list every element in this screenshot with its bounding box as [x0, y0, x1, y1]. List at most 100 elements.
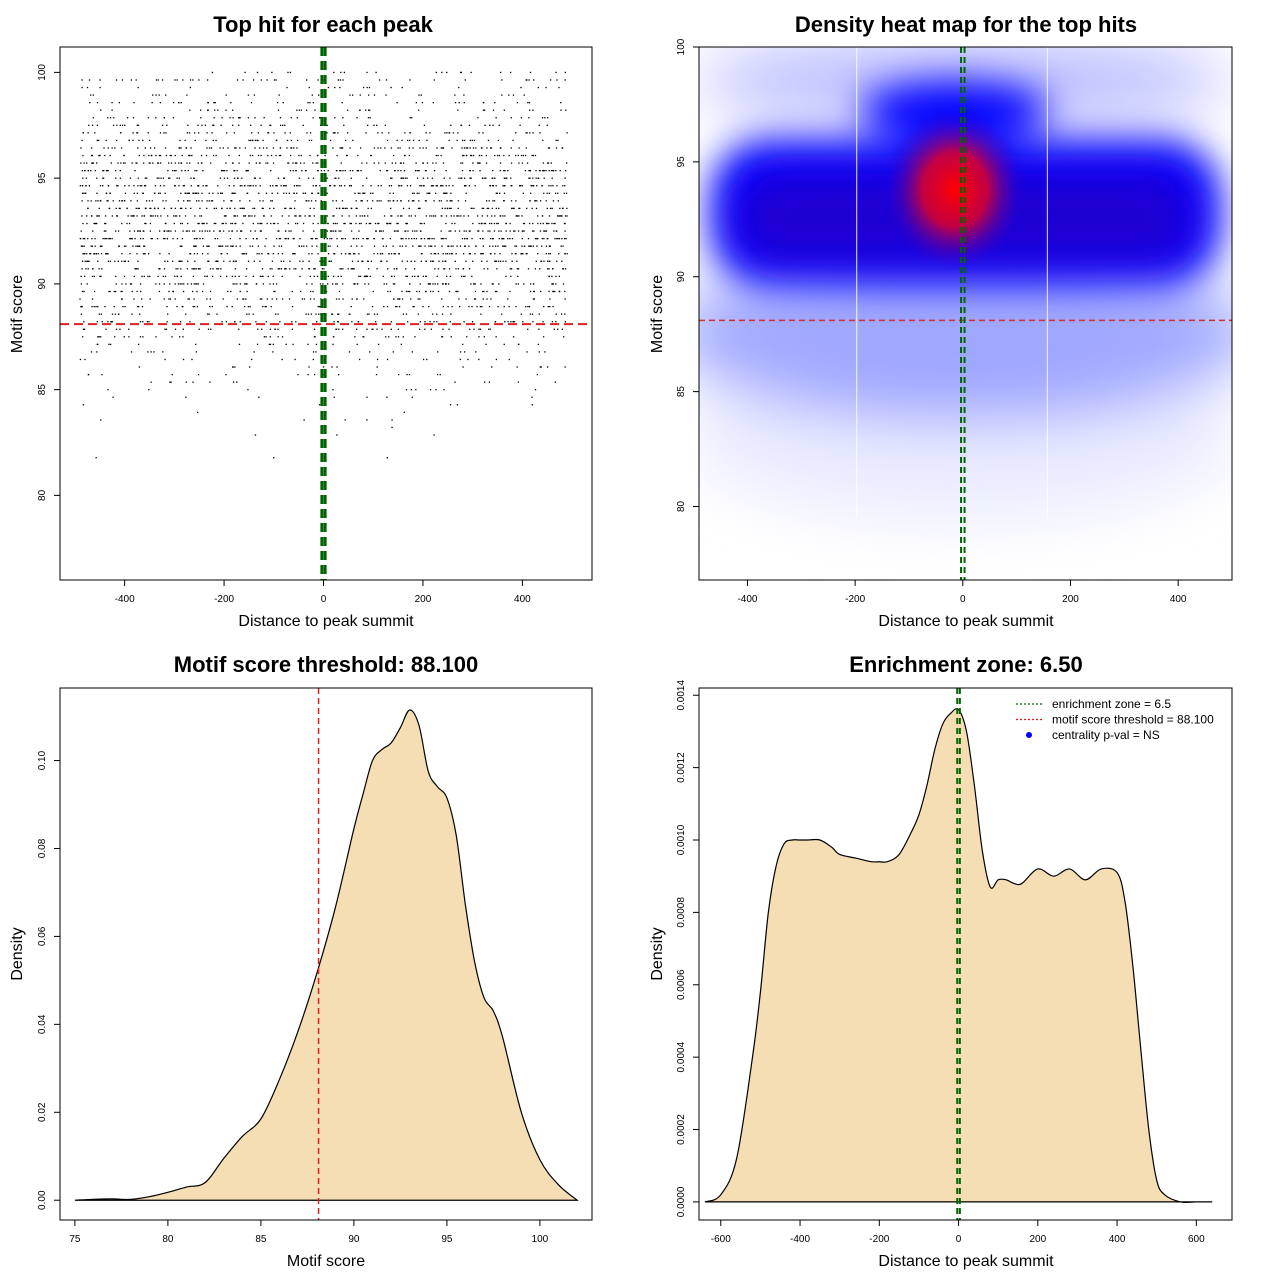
scatter-point: [360, 222, 362, 225]
scatter-point: [139, 283, 142, 285]
scatter-point: [174, 79, 176, 81]
scatter-point: [288, 298, 291, 300]
scatter-point: [412, 200, 414, 202]
scatter-point: [301, 245, 303, 247]
scatter-point: [457, 268, 460, 270]
scatter-point: [356, 117, 358, 119]
scatter-point: [307, 101, 309, 104]
scatter-point: [433, 321, 435, 323]
scatter-point: [88, 260, 90, 262]
scatter-point: [539, 268, 541, 270]
scatter-point: [269, 185, 271, 187]
scatter-point: [408, 373, 411, 376]
scatter-point: [357, 237, 360, 240]
scatter-point: [228, 230, 230, 232]
scatter-point: [382, 275, 384, 278]
scatter-point: [111, 101, 113, 104]
scatter-point: [198, 132, 200, 134]
scatter-point: [294, 215, 296, 217]
scatter-point: [537, 253, 539, 255]
scatter-point: [129, 237, 131, 240]
scatter-point: [207, 101, 209, 104]
scatter-point: [408, 237, 410, 240]
scatter-point: [405, 230, 407, 232]
scatter-point: [441, 336, 443, 338]
scatter-point: [284, 132, 286, 134]
scatter-point: [513, 321, 516, 323]
y-tick-label: 0.10: [37, 750, 48, 770]
scatter-point: [97, 305, 99, 308]
scatter-point: [212, 139, 214, 142]
scatter-point: [380, 230, 382, 232]
scatter-point: [474, 253, 476, 255]
scatter-point: [151, 154, 153, 157]
scatter-point: [193, 298, 195, 300]
scatter-point: [362, 185, 364, 187]
scatter-point: [170, 230, 172, 232]
scatter-point: [129, 283, 132, 285]
scatter-point: [168, 298, 170, 300]
scatter-point: [107, 117, 109, 119]
scatter-point: [142, 321, 144, 323]
scatter-point: [442, 162, 445, 164]
scatter-point: [494, 215, 496, 217]
scatter-point: [298, 154, 300, 157]
scatter-point: [465, 230, 467, 232]
scatter-point: [557, 192, 559, 194]
scatter-point: [312, 101, 315, 104]
scatter-point: [272, 222, 275, 225]
scatter-point: [463, 321, 465, 323]
scatter-point: [522, 222, 525, 225]
scatter-point: [365, 132, 367, 134]
scatter-point: [291, 328, 294, 330]
scatter-point: [117, 185, 119, 187]
scatter-point: [249, 366, 251, 368]
scatter-point: [313, 328, 316, 330]
scatter-point: [312, 358, 315, 361]
scatter-point: [317, 79, 319, 81]
scatter-point: [362, 260, 364, 262]
scatter-point: [301, 298, 304, 300]
scatter-point: [94, 222, 96, 225]
scatter-point: [442, 328, 444, 330]
scatter-point: [174, 185, 176, 187]
scatter-point: [387, 268, 389, 270]
scatter-point: [127, 260, 130, 262]
scatter-point: [190, 283, 193, 285]
scatter-point: [440, 237, 443, 240]
scatter-point: [527, 237, 530, 240]
scatter-point: [296, 109, 298, 111]
x-tick-label: -200: [214, 594, 234, 605]
scatter-point: [326, 132, 328, 134]
scatter-point: [556, 260, 558, 262]
scatter-point: [372, 328, 374, 330]
scatter-point: [228, 185, 230, 187]
scatter-point: [309, 215, 311, 217]
scatter-point: [218, 245, 220, 247]
scatter-point: [357, 169, 360, 172]
scatter-point: [370, 207, 372, 210]
scatter-point: [366, 86, 368, 89]
scatter-point: [492, 200, 494, 202]
scatter-point: [507, 237, 509, 240]
scatter-point: [166, 321, 168, 323]
scatter-point: [514, 230, 516, 232]
scatter-point: [128, 139, 130, 142]
scatter-point: [269, 283, 271, 285]
scatter-point: [402, 177, 404, 179]
scatter-point: [399, 185, 401, 187]
scatter-point: [536, 185, 538, 187]
scatter-point: [96, 101, 99, 104]
scatter-point: [193, 283, 195, 285]
scatter-point: [242, 253, 245, 255]
scatter-point: [531, 313, 534, 315]
scatter-point: [308, 139, 311, 142]
scatter-point: [386, 260, 388, 262]
scatter-point: [532, 185, 534, 187]
scatter-point: [490, 147, 493, 149]
scatter-point: [555, 139, 557, 142]
scatter-point: [361, 162, 363, 164]
scatter-point: [231, 305, 233, 308]
scatter-point: [139, 313, 141, 315]
scatter-point: [113, 290, 115, 293]
